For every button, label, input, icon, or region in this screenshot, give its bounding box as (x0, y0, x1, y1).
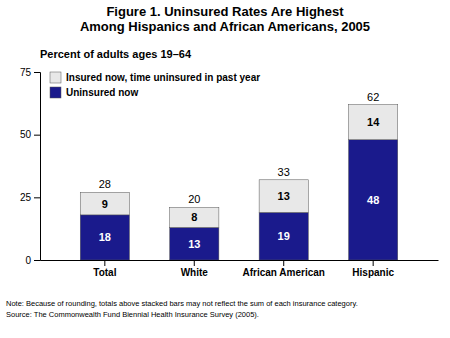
segment-label: 9 (102, 198, 108, 210)
segment-label: 13 (278, 190, 290, 202)
x-tick-group: African American (243, 260, 325, 278)
title: Figure 1. Uninsured Rates Are HighestAmo… (80, 4, 370, 34)
bar-segment (259, 180, 308, 213)
total-label: 20 (188, 193, 200, 205)
data-labels: 18 13 19 48 9 8 13 14 28 20 33 62 (99, 91, 380, 250)
x-tick-group: Hispanic (352, 260, 394, 278)
x-axis: Total White African American Hispanic (41, 260, 439, 278)
segment-labels: 18 13 19 48 (99, 194, 380, 250)
total-labels: 28 20 33 62 (99, 91, 380, 206)
legend-label: Uninsured now (66, 87, 138, 98)
y-tick (34, 260, 40, 261)
x-tick-group: White (181, 260, 209, 278)
title-line: Among Hispanics and African Americans, 2… (80, 19, 370, 34)
bar-segment (349, 140, 398, 260)
segment-label: 14 (367, 116, 380, 128)
segment-label: 18 (99, 231, 111, 243)
bar-segment (170, 207, 219, 227)
y-tick-group: 0 (25, 255, 40, 266)
x-tick (104, 260, 105, 266)
legend-swatch (50, 87, 61, 98)
bar-segment (80, 192, 129, 215)
segment-label: 8 (191, 211, 197, 223)
y-tick-label: 0 (25, 255, 31, 266)
legend-item: Insured now, time uninsured in past year (50, 72, 260, 83)
total-label: 33 (278, 166, 290, 178)
x-tick-group: Total (93, 260, 116, 278)
x-tick (373, 260, 374, 266)
subtitle: Percent of adults ages 19–64 (40, 48, 192, 60)
y-axis: 0 25 50 75 (20, 67, 41, 266)
bar-segment (170, 227, 219, 260)
y-tick (34, 197, 40, 198)
legend-swatch (50, 72, 61, 83)
y-axis-line (34, 73, 41, 261)
y-tick (34, 72, 40, 73)
x-axis-line (41, 260, 439, 261)
total-label: 28 (99, 178, 111, 190)
x-tick-label: Hispanic (352, 267, 394, 278)
segment-label: 48 (367, 194, 379, 206)
note: Note: Because of rounding, totals above … (6, 299, 358, 319)
chart-container: Figure 1. Uninsured Rates Are HighestAmo… (0, 0, 450, 338)
total-label: 62 (367, 91, 379, 103)
chart-svg: Figure 1. Uninsured Rates Are HighestAmo… (0, 0, 450, 338)
legend-label: Insured now, time uninsured in past year (66, 72, 260, 83)
segment-label: 19 (278, 230, 290, 242)
legend: Insured now, time uninsured in past year… (50, 72, 260, 98)
y-tick (34, 135, 40, 136)
y-tick-label: 75 (20, 67, 32, 78)
y-tick-label: 25 (20, 192, 32, 203)
y-tick-label: 50 (20, 129, 32, 140)
bars (80, 105, 398, 260)
series-bars (80, 140, 398, 260)
series-bars (80, 105, 398, 228)
bar-segment (80, 215, 129, 260)
note-line: Source: The Commonwealth Fund Biennial H… (6, 310, 259, 319)
title-line: Figure 1. Uninsured Rates Are Highest (106, 4, 344, 19)
segment-label: 13 (188, 238, 200, 250)
x-tick (194, 260, 195, 266)
note-line: Note: Because of rounding, totals above … (6, 299, 358, 308)
legend-item: Uninsured now (50, 87, 138, 98)
x-tick-label: White (181, 267, 209, 278)
x-tick-label: African American (243, 267, 325, 278)
bar-segment (259, 212, 308, 260)
x-tick (283, 260, 284, 266)
y-tick-group: 50 (20, 129, 40, 140)
bar-segment (349, 105, 398, 140)
segment-labels: 9 8 13 14 (102, 116, 380, 223)
x-tick-label: Total (93, 267, 116, 278)
y-tick-group: 75 (20, 67, 40, 78)
y-tick-group: 25 (20, 192, 40, 203)
